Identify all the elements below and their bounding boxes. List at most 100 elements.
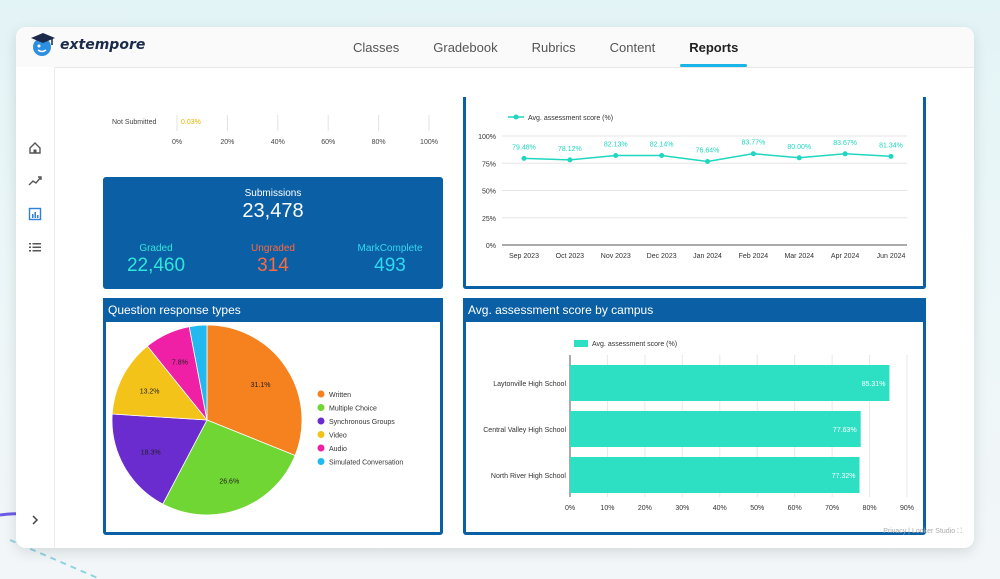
campus-bar-label: 85.31% — [862, 381, 886, 388]
bar-x-tick: 0% — [565, 505, 575, 512]
tab-reports[interactable]: Reports — [672, 27, 755, 67]
looker-studio-link[interactable]: Looker Studio — [911, 528, 956, 535]
score-point[interactable] — [521, 155, 527, 161]
home-icon[interactable] — [26, 139, 44, 157]
pie-legend-label: Simulated Conversation — [329, 460, 403, 467]
campus-name-label: Laytonville High School — [493, 381, 566, 388]
score-point-label: 82.14% — [650, 141, 674, 148]
tab-gradebook[interactable]: Gradebook — [433, 39, 498, 55]
pie-slice[interactable] — [206, 325, 303, 457]
pie-legend-label: Synchronous Groups — [329, 419, 395, 426]
line-y-tick: 75% — [482, 161, 496, 168]
footer-links: Privacy | Looker Studio ⛶ — [883, 528, 962, 536]
campus-name-label: North River High School — [491, 473, 567, 480]
score-point-label: 79.48% — [512, 144, 536, 151]
pie-slice-label: 26.6% — [219, 479, 239, 486]
privacy-link[interactable]: Privacy — [883, 528, 907, 535]
score-point[interactable] — [888, 153, 894, 159]
score-point-label: 81.34% — [879, 142, 903, 149]
bar-x-tick: 40% — [271, 139, 285, 146]
tab-classes[interactable]: Classes — [353, 39, 400, 55]
line-x-tick: Sep 2023 — [509, 253, 539, 260]
top-bar: extempore Classes Gradebook Rubrics Cont… — [16, 27, 974, 68]
graded-value: 22,460 — [126, 255, 186, 276]
bar-x-tick: 10% — [600, 505, 614, 512]
ungraded-value: 314 — [257, 255, 289, 276]
score-point[interactable] — [705, 158, 710, 164]
pie-slice[interactable] — [111, 413, 208, 505]
line-x-tick: Jan 2024 — [693, 253, 722, 260]
pie-slice[interactable] — [111, 345, 208, 421]
campus-bar-label: 77.63% — [833, 427, 857, 434]
ungraded-label: Ungraded — [251, 243, 295, 254]
score-point[interactable] — [613, 152, 619, 158]
score-point[interactable] — [796, 155, 802, 161]
bar-x-tick: 30% — [675, 505, 689, 512]
score-line-chart: Avg. assessment score (%) 100% 75% 50% 25% 0… — [478, 114, 907, 260]
trend-icon[interactable] — [26, 172, 44, 190]
report-icon[interactable] — [26, 205, 44, 223]
campus-bar[interactable] — [570, 365, 890, 401]
line-legend-label: Avg. assessment score (%) — [528, 115, 613, 122]
line-y-tick: 50% — [482, 189, 496, 196]
line-legend-marker — [513, 114, 519, 120]
markcomplete-value: 493 — [374, 255, 406, 276]
line-y-tick: 0% — [486, 243, 496, 250]
line-x-tick: Dec 2023 — [647, 253, 677, 260]
footer-separator: | — [908, 528, 910, 535]
fullscreen-icon[interactable]: ⛶ — [957, 528, 962, 535]
tab-content[interactable]: Content — [609, 39, 656, 55]
line-x-tick: Jun 2024 — [877, 253, 906, 260]
score-point[interactable] — [842, 151, 848, 157]
pie-slice-label: 18.3% — [141, 450, 161, 457]
line-y-tick: 100% — [478, 134, 496, 141]
response-types-pie: 31.1% 26.6% 18.3% 13.2% 7.8% Written Multiple … — [111, 325, 403, 516]
pie-legend-label: Video — [329, 433, 347, 440]
bar-x-tick: 20% — [220, 139, 234, 146]
pie-legend-label: Multiple Choice — [329, 406, 377, 413]
score-point-label: 83.77% — [742, 140, 766, 147]
submissions-value: 23,478 — [242, 200, 304, 222]
bar-x-tick: 80% — [372, 139, 386, 146]
markcomplete-label: MarkComplete — [357, 243, 423, 254]
campus-bar-label: 77.32% — [832, 473, 856, 480]
bar-x-tick: 50% — [750, 505, 764, 512]
campus-bar[interactable] — [570, 411, 861, 447]
bar-x-tick: 40% — [713, 505, 727, 512]
logo[interactable]: extempore — [30, 31, 145, 59]
bar-x-tick: 100% — [420, 139, 438, 146]
logo-icon — [31, 33, 55, 56]
line-x-tick: Mar 2024 — [784, 253, 814, 260]
pie-slice-label: 7.8% — [172, 359, 188, 366]
tab-rubrics[interactable]: Rubrics — [531, 39, 576, 55]
bar-x-tick: 90% — [900, 505, 914, 512]
chevron-right-icon[interactable] — [26, 511, 44, 529]
line-y-tick: 25% — [482, 216, 496, 223]
score-point[interactable] — [750, 151, 756, 157]
pie-slice-label: 31.1% — [251, 382, 271, 389]
pie-legend-swatch — [317, 444, 325, 452]
pie-legend-swatch — [317, 390, 325, 398]
response-types-card: Question response types 31.1% 26.6% 18.3% 1… — [103, 298, 443, 535]
campus-score-bar-chart: Avg. assessment score (%) 0% 10% 20% 30% 40%… — [483, 340, 914, 512]
score-point[interactable] — [567, 157, 573, 163]
score-trend-card: Avg. assessment score (%) 100% 75% 50% 25% 0… — [463, 97, 926, 289]
list-icon[interactable] — [26, 238, 44, 256]
score-point[interactable] — [659, 152, 665, 158]
bar-x-tick: 0% — [172, 139, 182, 146]
left-sidebar — [16, 67, 55, 548]
submissions-label: Submissions — [244, 188, 302, 199]
campus-name-label: Central Valley High School — [483, 427, 566, 434]
pie-slice[interactable] — [188, 325, 208, 421]
pie-slice[interactable] — [162, 419, 296, 516]
pie-legend-swatch — [317, 458, 325, 465]
campus-bar[interactable] — [570, 457, 860, 493]
bar-x-tick: 60% — [321, 139, 335, 146]
pie-legend-swatch — [317, 431, 325, 438]
bar-x-tick: 20% — [638, 505, 652, 512]
line-x-tick: Feb 2024 — [739, 253, 769, 260]
line-x-tick: Oct 2023 — [556, 253, 585, 260]
score-point-label: 76.64% — [696, 147, 720, 154]
bar-category-label: Not Submitted — [112, 119, 156, 126]
graded-label: Graded — [139, 243, 173, 254]
